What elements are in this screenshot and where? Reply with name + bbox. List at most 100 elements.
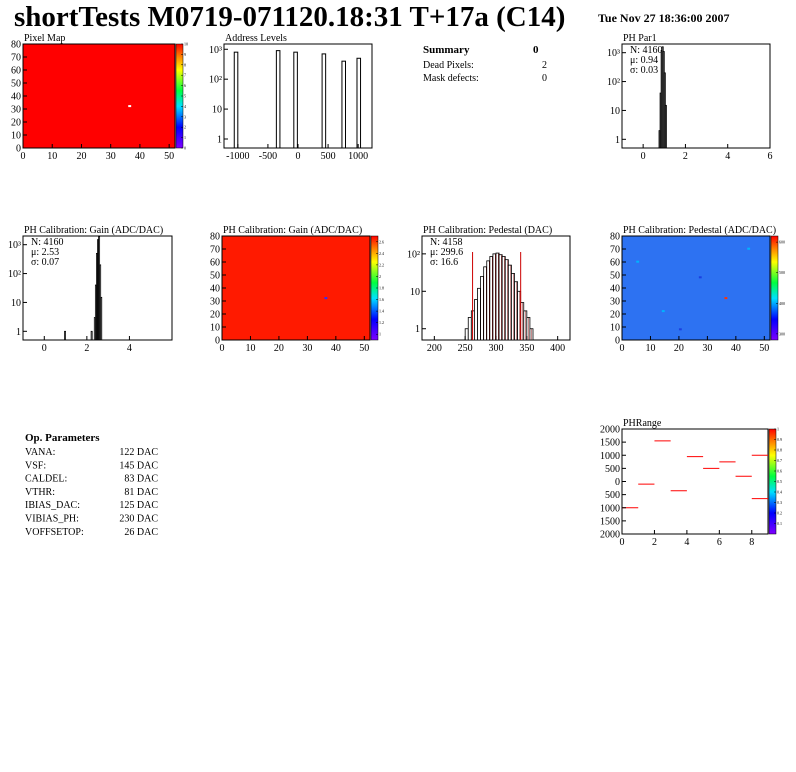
plot-frame: [223, 43, 373, 149]
spike: [233, 51, 239, 149]
y-tick-label: 80: [610, 232, 620, 243]
y-tick-label: 10²: [407, 249, 420, 260]
x-tick-label: 2: [683, 151, 688, 162]
parameters-title: Op. Parameters: [25, 432, 100, 444]
x-tick-label: 250: [458, 343, 473, 354]
x-tick-label: 350: [519, 343, 534, 354]
date: Tue Nov 27 18:36:00 2007: [598, 11, 730, 25]
y-tick-label: 10: [11, 298, 21, 309]
x-tick-label: -500: [259, 151, 277, 162]
x-tick-label: 300: [489, 343, 504, 354]
color-bar-label: 5: [184, 94, 186, 99]
color-bar-label: 3: [184, 114, 186, 119]
color-bar-label: 10: [184, 42, 188, 47]
y-tick-label: 60: [210, 258, 220, 269]
x-tick-label: -1000: [226, 151, 249, 162]
x-tick-label: 30: [702, 343, 712, 354]
summary-label: Mask defects:: [423, 73, 479, 84]
y-tick-label: 10: [410, 287, 420, 298]
histogram-bar: [467, 317, 472, 341]
color-bar-label: 1.6: [379, 297, 384, 302]
x-tick-label: 1000: [348, 151, 368, 162]
histogram-bar: [474, 299, 478, 341]
histogram-bar: [486, 260, 491, 341]
parameter-label: VIBIAS_PH:: [25, 514, 79, 525]
y-tick-label: 1: [615, 135, 620, 146]
x-tick-label: 20: [76, 151, 86, 162]
plot-frame: [621, 43, 771, 149]
color-bar-label: 9: [184, 52, 186, 57]
color-bar-label: 2.6: [379, 239, 384, 244]
x-tick-label: 200: [427, 343, 442, 354]
y-tick-label: 60: [11, 66, 21, 77]
x-tick-label: 0: [641, 151, 646, 162]
chart-title: PH Calibration: Gain (ADC/DAC): [24, 225, 163, 236]
summary-value: 2: [542, 60, 547, 71]
x-tick-label: 0: [21, 151, 26, 162]
x-tick-label: 20: [674, 343, 684, 354]
spike: [275, 50, 281, 149]
color-bar-label: 1.2: [379, 320, 384, 325]
heatmap-cell: [724, 297, 728, 300]
y-tick-label: 20: [210, 310, 220, 321]
color-bar-label: 1: [379, 332, 381, 337]
y-tick-label: 10²: [209, 75, 222, 86]
parameter-value: 230 DAC: [119, 514, 158, 525]
x-tick-label: 40: [135, 151, 145, 162]
spike: [321, 53, 327, 149]
y-tick-label: 1500: [600, 516, 620, 527]
page-title: shortTests M0719-071120.18:31 T+17a (C14…: [14, 1, 565, 33]
chart-title: PH Calibration: Pedestal (ADC/DAC): [623, 225, 776, 236]
histogram-bar: [664, 104, 667, 149]
y-tick-label: 70: [210, 245, 220, 256]
y-tick-label: 80: [11, 40, 21, 51]
plot-frame: [621, 235, 771, 341]
summary-label: Dead Pixels:: [423, 60, 474, 71]
histogram-bar: [498, 254, 503, 341]
x-tick-label: 4: [725, 151, 730, 162]
histogram-bar: [489, 256, 494, 341]
parameter-value: 83 DAC: [124, 474, 158, 485]
histogram-bar: [90, 330, 93, 341]
color-bar-label: 2.4: [379, 251, 384, 256]
color-bar-label: 0.1: [777, 521, 782, 526]
summary-value: 0: [533, 44, 539, 56]
y-tick-label: 10²: [607, 77, 620, 88]
plot-frame: [621, 428, 769, 535]
x-tick-label: 500: [321, 151, 336, 162]
parameter-label: VSF:: [25, 460, 46, 471]
parameter-label: CALDEL:: [25, 474, 67, 485]
x-tick-label: 0: [620, 537, 625, 548]
heatmap-cell: [678, 328, 682, 331]
color-bar-label: 6: [184, 83, 186, 88]
chart-title: Pixel Map: [24, 33, 65, 44]
color-bar-label: 0.5: [777, 479, 782, 484]
histogram-bar: [529, 328, 534, 341]
color-bar-label: 0.4: [777, 490, 782, 495]
color-bar-label: 600: [779, 240, 785, 245]
heatmap-cell: [747, 247, 751, 250]
histogram-bar: [495, 252, 500, 341]
y-tick-label: 1000: [600, 503, 620, 514]
color-bar-label: 0.3: [777, 500, 782, 505]
y-tick-label: 2000: [600, 530, 620, 541]
y-tick-label: 30: [610, 297, 620, 308]
x-tick-label: 50: [164, 151, 174, 162]
histogram-bar: [480, 275, 485, 341]
color-bar-label: 0.7: [777, 458, 782, 463]
stats-line: σ: 0.03: [630, 65, 658, 76]
color-bar-label: 2: [184, 125, 186, 130]
histogram-bar: [64, 330, 66, 341]
stats-line: N: 4158: [430, 237, 463, 248]
y-tick-label: 10: [212, 105, 222, 116]
parameter-value: 125 DAC: [119, 500, 158, 511]
x-tick-label: 0: [42, 343, 47, 354]
x-tick-label: 10: [245, 343, 255, 354]
histogram-bar: [492, 253, 497, 341]
y-tick-label: 80: [210, 232, 220, 243]
parameter-label: IBIAS_DAC:: [25, 500, 80, 511]
stats-line: μ: 0.94: [630, 55, 658, 66]
color-bar-label: 0.2: [777, 511, 782, 516]
